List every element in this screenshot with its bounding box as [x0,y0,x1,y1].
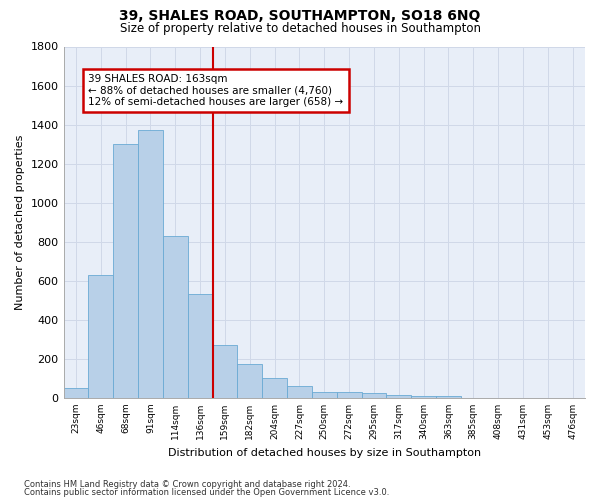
Bar [238,364,262,398]
Bar [88,275,113,398]
Bar [362,393,386,398]
Text: 39 SHALES ROAD: 163sqm
← 88% of detached houses are smaller (4,760)
12% of semi-: 39 SHALES ROAD: 163sqm ← 88% of detached… [88,74,343,107]
Bar [337,392,362,398]
Bar [163,236,188,398]
Text: Size of property relative to detached houses in Southampton: Size of property relative to detached ho… [119,22,481,35]
Bar [287,386,312,398]
Bar [212,345,238,398]
Text: Contains HM Land Registry data © Crown copyright and database right 2024.: Contains HM Land Registry data © Crown c… [24,480,350,489]
Bar [386,395,411,398]
Bar [138,130,163,398]
X-axis label: Distribution of detached houses by size in Southampton: Distribution of detached houses by size … [168,448,481,458]
Bar [411,396,436,398]
Text: Contains public sector information licensed under the Open Government Licence v3: Contains public sector information licen… [24,488,389,497]
Bar [64,388,88,398]
Bar [188,294,212,398]
Bar [436,396,461,398]
Y-axis label: Number of detached properties: Number of detached properties [15,134,25,310]
Text: 39, SHALES ROAD, SOUTHAMPTON, SO18 6NQ: 39, SHALES ROAD, SOUTHAMPTON, SO18 6NQ [119,9,481,23]
Bar [312,392,337,398]
Bar [262,378,287,398]
Bar [113,144,138,398]
